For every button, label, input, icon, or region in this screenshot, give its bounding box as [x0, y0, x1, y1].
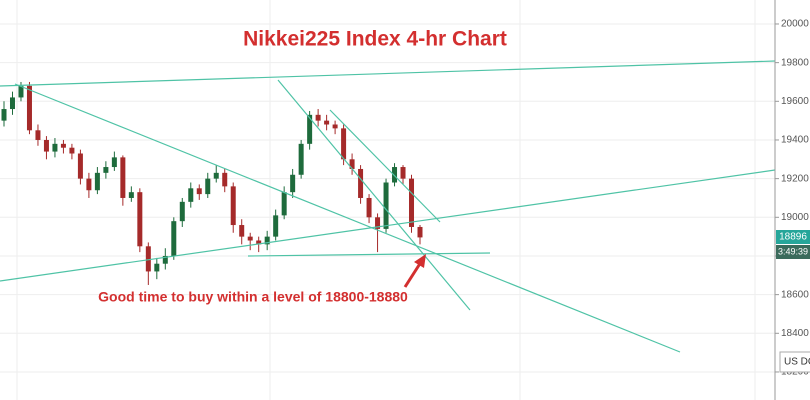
y-tick-label: 20000 [781, 19, 809, 30]
candles [1, 81, 423, 285]
trendline [0, 169, 776, 282]
candle-body [213, 172, 219, 179]
candle-body [315, 114, 321, 121]
trendline [14, 83, 681, 353]
candle-body [366, 197, 372, 218]
candle-body [86, 178, 92, 191]
price-box [776, 230, 810, 244]
candle-body [383, 182, 389, 229]
candle-body [349, 159, 355, 169]
candle-body [128, 192, 134, 198]
candle-body [196, 188, 202, 195]
candle-body [332, 124, 338, 129]
y-tick-label: 18600 [781, 289, 809, 300]
currency-button[interactable] [779, 351, 810, 373]
candle-body [409, 178, 415, 227]
candle-body [239, 225, 245, 237]
y-tick-label: 18400 [781, 328, 809, 339]
y-tick-label: 19000 [781, 212, 809, 223]
arrow-head [414, 254, 426, 268]
candle-body [298, 143, 304, 175]
candle-body [18, 85, 24, 98]
candle-body [77, 153, 83, 179]
candle-body [392, 167, 398, 183]
y-tick-label: 19400 [781, 135, 809, 146]
candle-body [154, 263, 160, 272]
trendlines [0, 60, 776, 353]
candle-body [26, 85, 32, 131]
candle-body [9, 97, 15, 110]
candle-body [205, 178, 211, 195]
candle-body [1, 109, 7, 121]
candle-body [103, 167, 109, 173]
arrow-shaft [403, 261, 423, 288]
candle-body [43, 139, 49, 152]
candle-body [281, 192, 287, 216]
trendline [277, 79, 471, 311]
axis-panel [775, 0, 810, 400]
candle-body [375, 217, 381, 229]
candle-body [417, 226, 423, 238]
candle-body [400, 167, 406, 179]
candle-body [341, 128, 347, 160]
y-tick-label: 19800 [781, 57, 809, 68]
candle-body [179, 201, 185, 222]
candle-body [120, 157, 126, 198]
chart-title: Nikkei225 Index 4-hr Chart [243, 28, 507, 51]
candle-body [188, 188, 194, 202]
candle-body [222, 172, 228, 187]
trendline [329, 109, 441, 223]
y-tick-label: 19600 [781, 96, 809, 107]
candle-body [52, 143, 58, 152]
candle-body [94, 172, 100, 191]
y-tick-label: 19200 [781, 173, 809, 184]
candle-body [171, 221, 177, 256]
candle-body [230, 186, 236, 226]
trendline [247, 252, 491, 257]
candle-body [290, 174, 296, 193]
candle-body [324, 120, 330, 125]
candle-body [256, 240, 262, 245]
candle-body [273, 215, 279, 237]
countdown: 3:49:39 [778, 246, 808, 256]
candle-body [35, 130, 41, 140]
grid [0, 23, 775, 373]
arrow [403, 254, 426, 288]
candle-body [145, 246, 151, 272]
currency-button-label[interactable]: US DC [784, 357, 810, 368]
countdown-box [776, 245, 810, 259]
candle-body [264, 236, 270, 245]
candle-body [307, 114, 313, 144]
candle-body [137, 192, 143, 247]
candle-body [162, 255, 168, 264]
candle-body [111, 157, 117, 168]
candle-body [60, 143, 66, 148]
candle-body [247, 236, 253, 241]
candle-body [358, 168, 364, 198]
annotation: Good time to buy within a level of 18800… [98, 289, 408, 305]
trendline [0, 60, 776, 87]
candle-body [69, 147, 75, 154]
last-price-label: 18896 [779, 232, 807, 243]
